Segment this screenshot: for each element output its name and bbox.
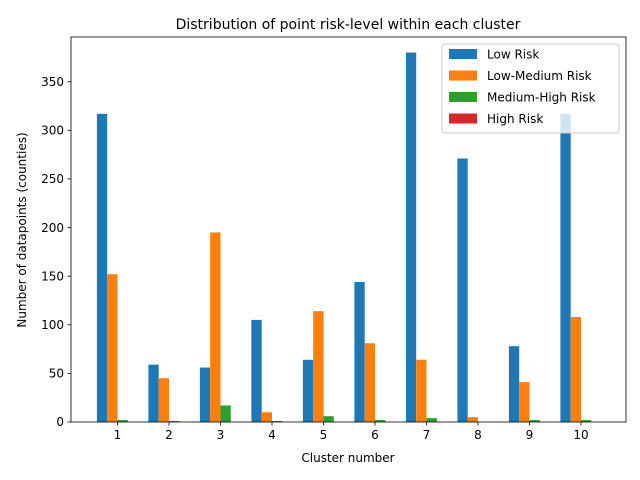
y-ticks: 0 50 100 150 200 250 300 350 (41, 75, 71, 429)
plot-frame (70, 36, 627, 423)
legend-swatch-low-medium-risk (449, 70, 477, 81)
legend-label-high-risk: High Risk (487, 112, 543, 126)
bar-low-risk-cluster-2 (148, 364, 159, 422)
x-tick-label: 4 (268, 428, 276, 442)
bar-low-risk-cluster-6 (354, 282, 365, 422)
legend-label-medium-high-risk: Medium-High Risk (487, 91, 596, 105)
bar-medium-high-risk-cluster-3 (220, 405, 231, 422)
y-tick-label: 100 (41, 318, 64, 332)
bars-group (96, 52, 592, 423)
bar-medium-high-risk-cluster-7 (426, 418, 437, 422)
bar-low-medium-risk-cluster-6 (364, 343, 375, 422)
bar-low-medium-risk-cluster-1 (107, 274, 118, 422)
bar-low-medium-risk-cluster-8 (467, 417, 478, 422)
legend-label-low-medium-risk: Low-Medium Risk (487, 69, 592, 83)
legend-swatch-low-risk (449, 49, 477, 59)
bar-medium-high-risk-cluster-6 (375, 420, 386, 422)
bar-low-risk-cluster-1 (96, 113, 108, 423)
x-tick-label: 2 (165, 428, 173, 442)
bar-medium-high-risk-cluster-1 (117, 420, 128, 422)
bar-low-medium-risk-cluster-9 (519, 382, 530, 422)
bar-low-medium-risk-cluster-5 (313, 311, 324, 422)
bar-low-medium-risk-cluster-7 (416, 359, 427, 422)
x-ticks: 1 2 3 4 5 6 7 8 9 10 (114, 422, 589, 442)
bar-low-medium-risk-cluster-2 (158, 378, 169, 422)
bar-low-risk-cluster-8 (457, 158, 468, 422)
x-tick-label: 7 (423, 428, 431, 442)
bar-low-risk-cluster-4 (251, 319, 262, 422)
legend-box (441, 43, 620, 134)
bar-medium-high-risk-cluster-2 (169, 421, 180, 422)
bar-low-medium-risk-cluster-3 (210, 232, 221, 422)
y-tick-label: 150 (41, 269, 64, 283)
bar-medium-high-risk-cluster-4 (272, 421, 283, 422)
y-tick-label: 0 (56, 415, 64, 429)
x-tick-label: 5 (320, 428, 328, 442)
legend-swatch-high-risk (449, 113, 477, 124)
x-tick-label: 6 (371, 428, 379, 442)
bar-medium-high-risk-cluster-5 (323, 416, 334, 422)
legend: Low Risk Low-Medium Risk Medium-High Risk H… (441, 43, 620, 134)
bar-low-medium-risk-cluster-4 (261, 412, 272, 422)
y-axis-label: Number of datapoints (counties) (15, 132, 29, 327)
legend-swatch-medium-high-risk (449, 92, 477, 102)
bar-low-risk-cluster-5 (302, 359, 314, 422)
bar-medium-high-risk-cluster-10 (581, 420, 592, 422)
x-tick-label: 9 (526, 428, 534, 442)
chart-title: Distribution of point risk-level within … (176, 17, 521, 33)
y-tick-label: 300 (41, 124, 64, 138)
y-tick-label: 250 (41, 172, 64, 186)
y-tick-label: 350 (41, 75, 64, 89)
bar-low-risk-cluster-9 (508, 346, 520, 422)
x-axis-label: Cluster number (301, 451, 394, 465)
bar-medium-high-risk-cluster-9 (529, 420, 540, 422)
legend-label-low-risk: Low Risk (487, 48, 539, 62)
bar-low-risk-cluster-7 (405, 52, 417, 423)
x-tick-label: 10 (573, 428, 588, 442)
x-tick-label: 1 (114, 428, 122, 442)
y-tick-label: 200 (41, 221, 64, 235)
bar-low-risk-cluster-10 (560, 113, 571, 423)
y-tick-label: 50 (49, 367, 64, 381)
x-tick-label: 3 (217, 428, 225, 442)
bar-low-medium-risk-cluster-10 (570, 317, 581, 422)
bar-low-risk-cluster-3 (199, 367, 211, 422)
x-tick-label: 8 (474, 428, 482, 442)
